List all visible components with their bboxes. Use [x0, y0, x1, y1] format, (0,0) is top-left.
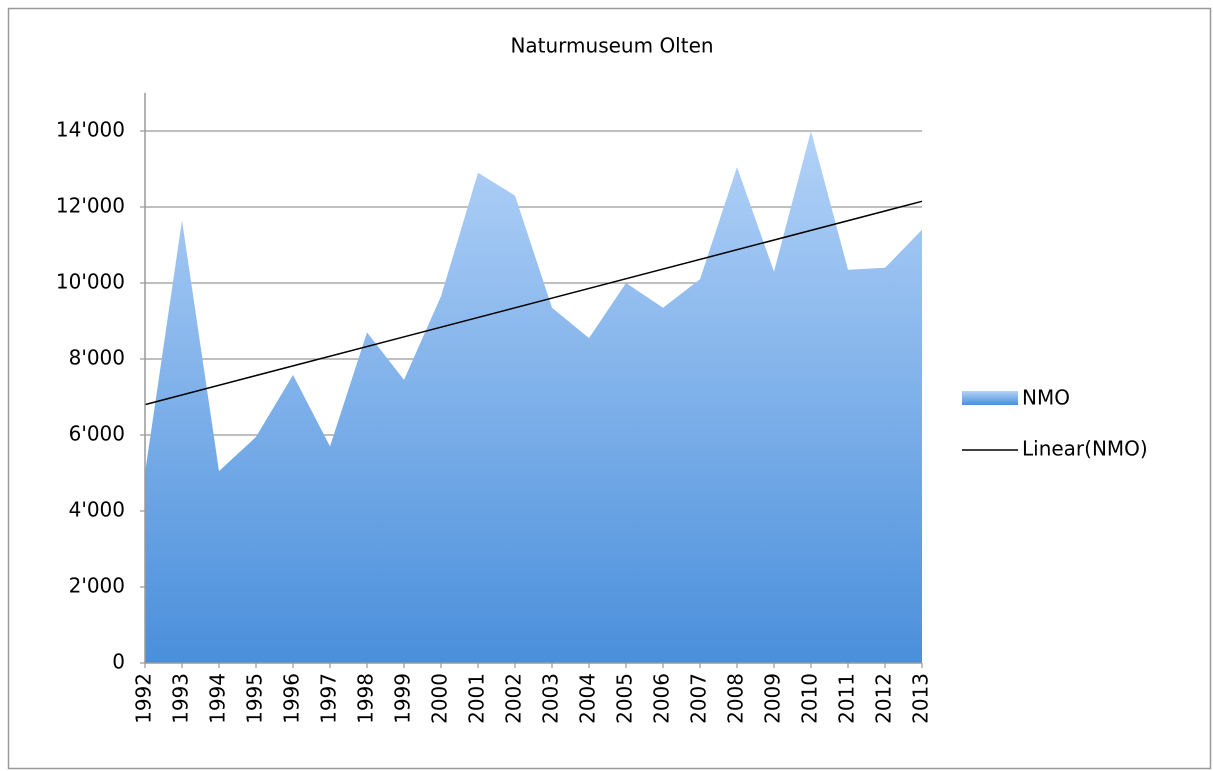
x-tick-label: 1992 [132, 673, 156, 724]
area [145, 131, 922, 663]
x-tick-label: 2001 [465, 673, 489, 724]
x-tick-label: 2009 [761, 673, 785, 724]
y-tick-label: 4'000 [69, 498, 125, 522]
x-tick-label: 2006 [650, 673, 674, 724]
y-tick-label: 14'000 [56, 118, 125, 142]
x-tick-label: 2013 [909, 673, 933, 724]
y-tick-label: 6'000 [69, 422, 125, 446]
legend-label: Linear(NMO) [1022, 437, 1148, 461]
x-tick-label: 1994 [206, 673, 230, 724]
x-tick-label: 2000 [428, 673, 452, 724]
x-tick-label: 1995 [243, 673, 267, 724]
x-tick-label: 1999 [391, 673, 415, 724]
x-tick-label: 2010 [798, 673, 822, 724]
x-tick-label: 1997 [317, 673, 341, 724]
x-tick-label: 2007 [687, 673, 711, 724]
x-tick-label: 2002 [502, 673, 526, 724]
y-tick-label: 12'000 [56, 194, 125, 218]
x-tick-label: 1998 [354, 673, 378, 724]
x-tick-label: 2011 [835, 673, 859, 724]
y-tick-label: 0 [112, 650, 125, 674]
x-tick-label: 2008 [724, 673, 748, 724]
y-tick-label: 10'000 [56, 270, 125, 294]
x-tick-label: 1996 [280, 673, 304, 724]
y-tick-label: 2'000 [69, 574, 125, 598]
trend-line [144, 200, 923, 406]
x-tick-label: 2005 [613, 673, 637, 724]
legend-label: NMO [1022, 386, 1070, 410]
chart-title: Naturmuseum Olten [510, 34, 713, 58]
x-tick-label: 2003 [539, 673, 563, 724]
legend-swatch [962, 391, 1018, 405]
x-tick-label: 1993 [169, 673, 193, 724]
y-tick-label: 8'000 [69, 346, 125, 370]
x-tick-label: 2004 [576, 673, 600, 724]
x-tick-label: 2012 [872, 673, 896, 724]
